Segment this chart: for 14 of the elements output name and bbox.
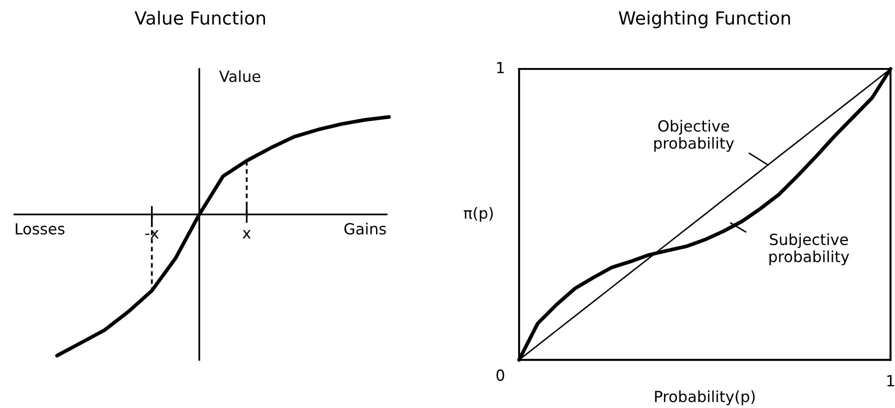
x-tick-label: x (242, 230, 251, 239)
annotation: Gains (344, 222, 386, 235)
chart-title: Weighting Function (618, 10, 790, 28)
x-tick-label: -x (145, 230, 159, 239)
chart-title: Value Function (134, 10, 266, 25)
x-axis-title: Probability(p) (655, 390, 755, 406)
series-label: Subjective probability (769, 233, 850, 266)
y-axis-title: Value (219, 70, 260, 82)
text: 1 (887, 375, 894, 386)
y-axis-title: π(p) (464, 207, 493, 222)
text: 0 (496, 369, 504, 381)
annotation: Losses (16, 223, 64, 235)
text: Objective probability (654, 120, 734, 152)
text: 1 (497, 62, 504, 74)
